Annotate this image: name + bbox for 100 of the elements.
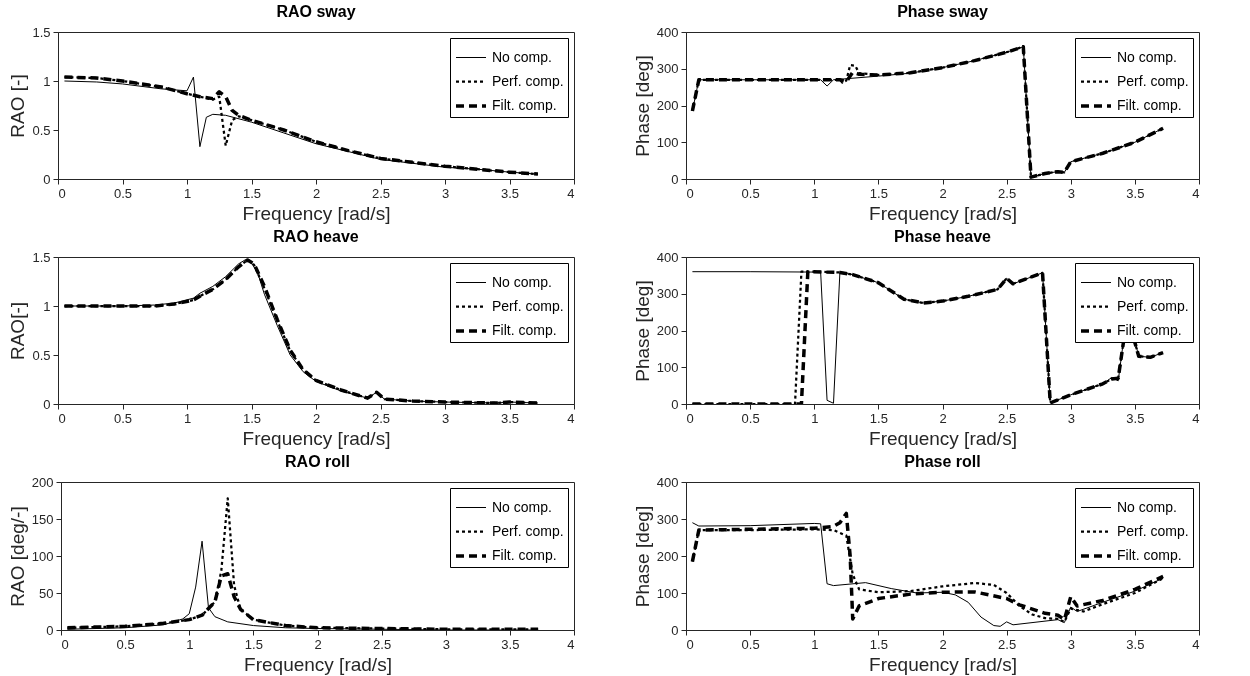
y-axis-title: RAO [-] bbox=[7, 74, 29, 138]
y-tick-label: 400 bbox=[656, 474, 679, 490]
y-axis-title: Phase [deg] bbox=[631, 505, 653, 608]
y-tick-label: 0.5 bbox=[32, 122, 51, 138]
legend-label: Perf. comp. bbox=[492, 522, 564, 539]
legend-label: Perf. comp. bbox=[492, 297, 564, 314]
legend-label: Perf. comp. bbox=[492, 72, 564, 89]
y-tick-label: 1 bbox=[43, 73, 51, 89]
legend-label: Filt. comp. bbox=[492, 97, 557, 113]
y-axis-title: Phase [deg] bbox=[631, 280, 653, 382]
y-tick-label: 50 bbox=[39, 585, 54, 601]
x-tick-label: 2.5 bbox=[998, 636, 1017, 652]
x-tick-label: 3.5 bbox=[500, 410, 520, 426]
x-tick-label: 0 bbox=[686, 185, 694, 201]
x-tick-label: 3 bbox=[1067, 636, 1075, 652]
x-tick-label: 3.5 bbox=[500, 185, 520, 201]
y-tick-label: 300 bbox=[656, 511, 679, 527]
y-tick-label: 200 bbox=[31, 474, 54, 490]
x-tick-label: 1 bbox=[183, 410, 192, 426]
x-tick-label: 3.5 bbox=[1126, 185, 1145, 201]
legend-label: No comp. bbox=[1117, 48, 1177, 65]
x-tick-label: 1.5 bbox=[869, 410, 888, 426]
chart-title: Phase roll bbox=[904, 453, 981, 470]
x-tick-label: 0 bbox=[61, 636, 69, 652]
legend-label: Filt. comp. bbox=[1117, 547, 1182, 563]
x-tick-label: 4 bbox=[1192, 185, 1200, 201]
x-tick-label: 0.5 bbox=[741, 185, 760, 201]
chart-title: RAO roll bbox=[285, 453, 350, 470]
legend-label: Perf. comp. bbox=[1117, 297, 1189, 314]
x-axis-title: Frequency [rad/s] bbox=[869, 427, 1017, 449]
legend-label: Filt. comp. bbox=[1117, 322, 1182, 338]
legend-label: No comp. bbox=[1117, 273, 1177, 290]
chart-title: RAO heave bbox=[273, 228, 359, 245]
x-tick-label: 3 bbox=[1067, 185, 1075, 201]
x-tick-label: 3 bbox=[441, 410, 450, 426]
y-tick-label: 1 bbox=[43, 298, 51, 314]
x-tick-label: 2.5 bbox=[371, 185, 391, 201]
y-tick-label: 200 bbox=[656, 98, 679, 113]
y-tick-label: 0 bbox=[43, 396, 51, 412]
legend-label: No comp. bbox=[1117, 498, 1177, 515]
y-tick-label: 0 bbox=[671, 171, 679, 187]
y-tick-label: 400 bbox=[656, 249, 679, 265]
x-tick-label: 1 bbox=[183, 185, 192, 201]
x-tick-label: 0 bbox=[686, 636, 694, 652]
x-tick-label: 2 bbox=[312, 185, 321, 201]
x-tick-label: 3.5 bbox=[1126, 410, 1145, 426]
y-tick-label: 200 bbox=[656, 548, 679, 564]
y-axis-title: RAO[-] bbox=[7, 301, 29, 361]
y-tick-label: 0 bbox=[671, 396, 679, 412]
x-tick-label: 2.5 bbox=[998, 410, 1017, 426]
legend-label: Perf. comp. bbox=[1117, 72, 1189, 89]
x-tick-label: 4 bbox=[567, 636, 575, 652]
legend-label: Filt. comp. bbox=[1117, 97, 1182, 113]
x-tick-label: 3 bbox=[1067, 410, 1075, 426]
legend-label: No comp. bbox=[492, 273, 552, 290]
x-tick-label: 2.5 bbox=[371, 410, 391, 426]
y-tick-label: 1.5 bbox=[32, 249, 51, 265]
x-tick-label: 1 bbox=[811, 185, 819, 201]
y-tick-label: 0 bbox=[43, 171, 51, 187]
legend-label: No comp. bbox=[492, 48, 552, 65]
x-tick-label: 4 bbox=[567, 410, 575, 426]
y-tick-label: 200 bbox=[656, 323, 679, 338]
x-tick-label: 2 bbox=[312, 410, 321, 426]
y-tick-label: 300 bbox=[656, 286, 679, 302]
y-axis-title: RAO [deg/-] bbox=[6, 506, 28, 607]
x-tick-label: 0.5 bbox=[741, 636, 760, 652]
x-axis-title: Frequency [rad/s] bbox=[242, 427, 391, 449]
y-axis-title: Phase [deg] bbox=[631, 55, 653, 157]
y-tick-label: 0.5 bbox=[32, 347, 51, 363]
x-tick-label: 2 bbox=[939, 410, 947, 426]
x-tick-label: 1.5 bbox=[242, 185, 262, 201]
x-tick-label: 0.5 bbox=[113, 410, 133, 426]
legend-label: Filt. comp. bbox=[492, 322, 557, 338]
y-tick-label: 100 bbox=[656, 585, 679, 601]
x-tick-label: 0.5 bbox=[113, 185, 133, 201]
y-tick-label: 100 bbox=[656, 134, 679, 150]
x-tick-label: 1 bbox=[186, 636, 194, 652]
x-tick-label: 3.5 bbox=[1126, 636, 1145, 652]
chart-title: Phase sway bbox=[897, 3, 988, 20]
x-tick-label: 0 bbox=[58, 410, 66, 426]
x-tick-label: 0.5 bbox=[116, 636, 135, 652]
legend-label: No comp. bbox=[492, 498, 552, 515]
x-tick-label: 1.5 bbox=[869, 185, 888, 201]
x-tick-label: 4 bbox=[1192, 636, 1200, 652]
x-tick-label: 2 bbox=[939, 185, 947, 201]
y-tick-label: 100 bbox=[31, 548, 54, 564]
legend-label: Filt. comp. bbox=[492, 547, 557, 563]
x-tick-label: 1.5 bbox=[242, 410, 262, 426]
x-tick-label: 4 bbox=[567, 185, 575, 201]
x-tick-label: 4 bbox=[1192, 410, 1200, 426]
y-tick-label: 150 bbox=[31, 511, 54, 527]
chart-title: RAO sway bbox=[276, 3, 356, 20]
x-tick-label: 2 bbox=[939, 636, 947, 652]
x-tick-label: 2.5 bbox=[373, 636, 392, 652]
x-tick-label: 3.5 bbox=[501, 636, 520, 652]
x-tick-label: 2 bbox=[314, 636, 322, 652]
x-tick-label: 0 bbox=[686, 410, 694, 426]
y-tick-label: 1.5 bbox=[32, 24, 51, 40]
x-tick-label: 1 bbox=[811, 410, 819, 426]
x-tick-label: 1.5 bbox=[244, 636, 263, 652]
